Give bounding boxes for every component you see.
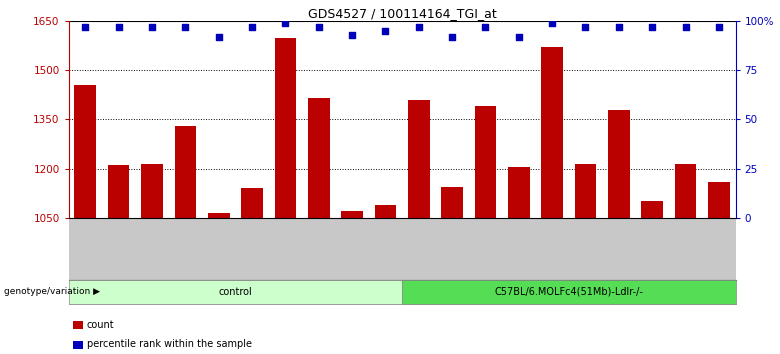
Text: genotype/variation ▶: genotype/variation ▶	[4, 287, 100, 296]
Point	[580, 24, 592, 30]
Bar	[275, 38, 296, 218]
Text: percentile rank within the sample: percentile rank within the sample	[87, 339, 252, 349]
Point	[279, 21, 292, 26]
Point	[379, 28, 392, 34]
Point	[413, 24, 425, 30]
Point	[479, 24, 491, 30]
Point	[212, 34, 225, 40]
Text: control: control	[218, 287, 252, 297]
Bar	[141, 164, 163, 218]
Bar	[641, 201, 663, 218]
Bar	[408, 100, 430, 218]
Text: C57BL/6.MOLFc4(51Mb)-Ldlr-/-: C57BL/6.MOLFc4(51Mb)-Ldlr-/-	[495, 287, 644, 297]
Bar	[508, 167, 530, 218]
Point	[79, 24, 91, 30]
Bar	[541, 47, 563, 218]
Point	[346, 32, 358, 38]
Bar	[441, 187, 463, 218]
Bar	[374, 205, 396, 218]
Bar	[675, 164, 697, 218]
Bar	[308, 98, 330, 218]
Point	[612, 24, 625, 30]
Point	[646, 24, 658, 30]
Bar	[108, 165, 129, 218]
Bar	[474, 106, 496, 218]
Bar	[207, 213, 229, 218]
Point	[679, 24, 692, 30]
Point	[446, 34, 459, 40]
Point	[112, 24, 125, 30]
Bar	[575, 164, 597, 218]
Point	[546, 21, 558, 26]
Point	[713, 24, 725, 30]
Point	[146, 24, 158, 30]
Point	[512, 34, 525, 40]
Point	[313, 24, 325, 30]
Text: count: count	[87, 320, 114, 330]
Bar	[74, 85, 96, 218]
Point	[179, 24, 192, 30]
Bar	[608, 110, 629, 218]
Bar	[708, 182, 730, 218]
Bar	[241, 188, 263, 218]
Title: GDS4527 / 100114164_TGI_at: GDS4527 / 100114164_TGI_at	[308, 7, 496, 20]
Bar	[341, 211, 363, 218]
Bar	[175, 126, 197, 218]
Point	[246, 24, 258, 30]
